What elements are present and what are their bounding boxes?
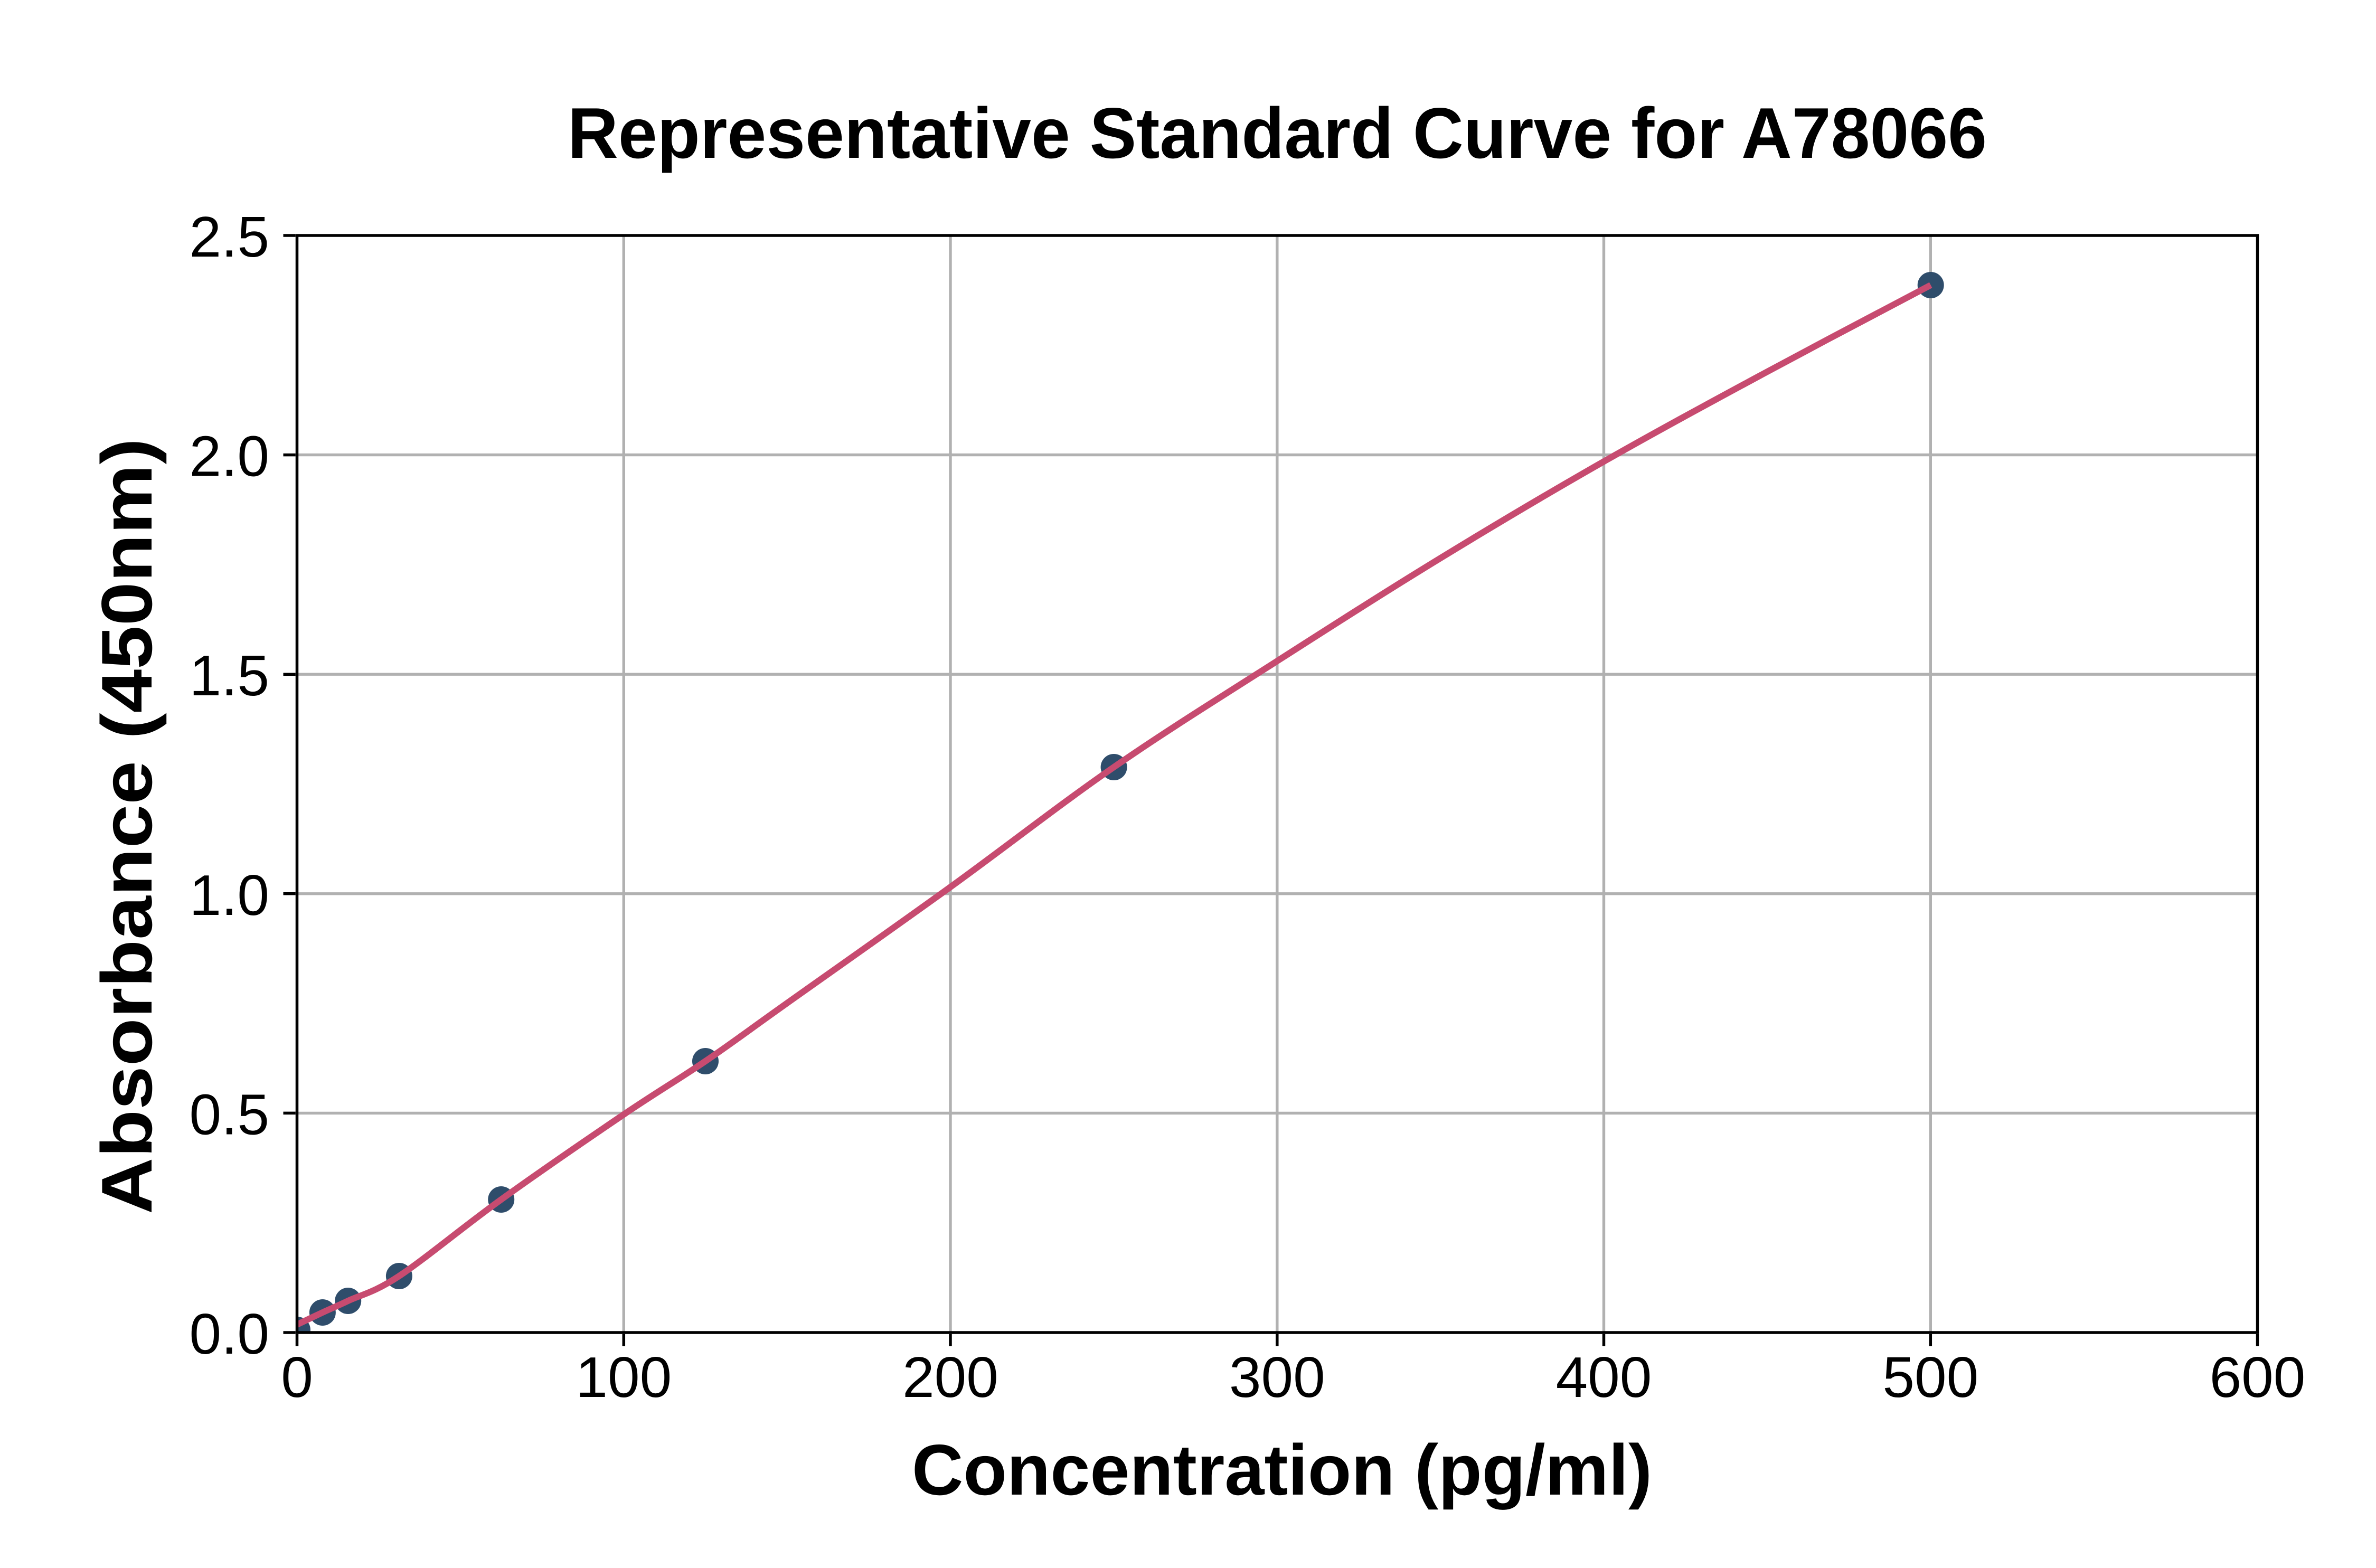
svg-text:300: 300 [1229, 1345, 1325, 1410]
svg-text:Representative Standard Curve: Representative Standard Curve for A78066 [568, 93, 1987, 173]
svg-text:100: 100 [576, 1345, 672, 1410]
svg-text:0.5: 0.5 [189, 1082, 269, 1147]
svg-text:Concentration (pg/ml): Concentration (pg/ml) [912, 1430, 1652, 1510]
svg-text:600: 600 [2210, 1345, 2306, 1410]
svg-text:400: 400 [1556, 1345, 1652, 1410]
svg-text:500: 500 [1882, 1345, 1978, 1410]
svg-text:Absorbance (450nm): Absorbance (450nm) [87, 438, 167, 1214]
svg-text:1.0: 1.0 [189, 863, 269, 928]
svg-text:1.5: 1.5 [189, 644, 269, 708]
svg-text:2.5: 2.5 [189, 205, 269, 269]
svg-text:0.0: 0.0 [189, 1302, 269, 1366]
svg-text:200: 200 [902, 1345, 998, 1410]
svg-text:2.0: 2.0 [189, 424, 269, 489]
svg-text:0: 0 [281, 1345, 313, 1410]
